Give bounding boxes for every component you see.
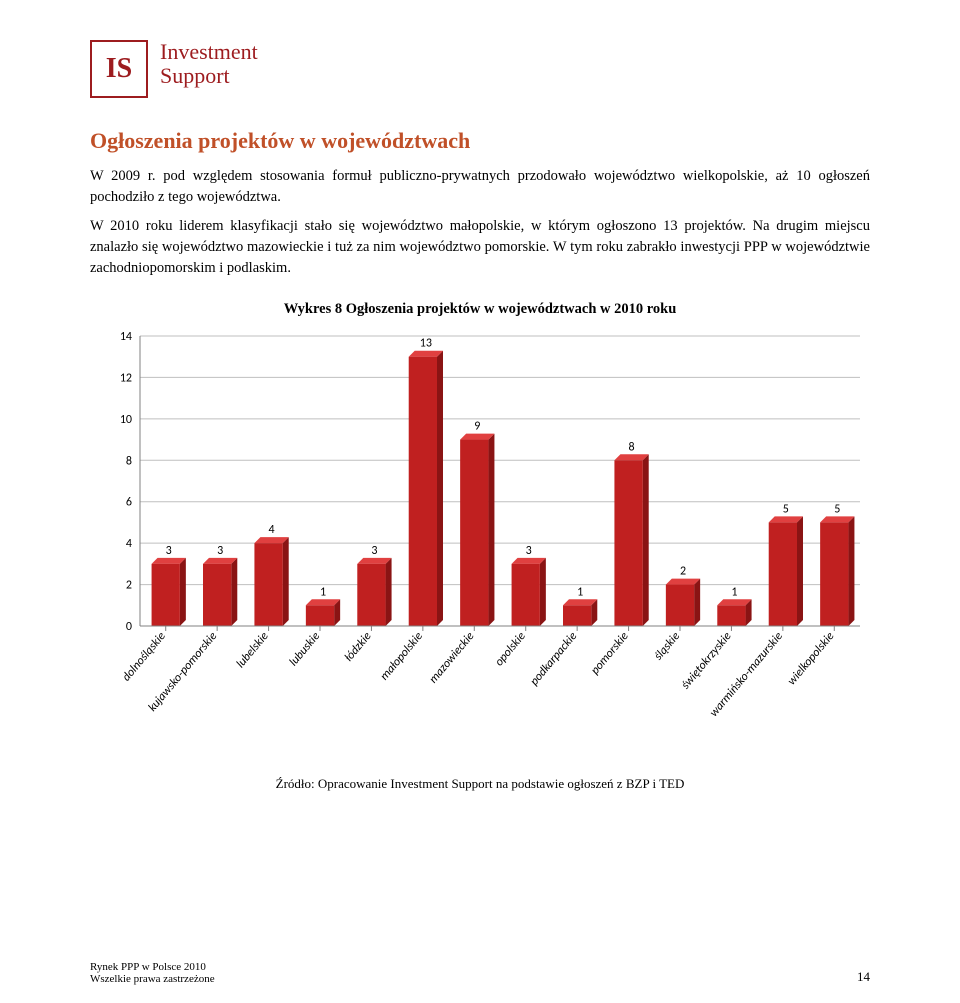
svg-text:6: 6 — [126, 496, 132, 510]
svg-text:14: 14 — [120, 330, 132, 344]
svg-text:8: 8 — [126, 454, 132, 468]
logo-square: IS — [90, 40, 148, 98]
svg-text:dolnośląskie: dolnośląskie — [120, 629, 169, 684]
logo-line1: Investment — [160, 40, 258, 64]
svg-text:opolskie: opolskie — [492, 629, 529, 669]
chart-caption: Wykres 8 Ogłoszenia projektów w wojewódz… — [90, 301, 870, 318]
svg-text:świętokrzyskie: świętokrzyskie — [679, 629, 735, 692]
svg-text:0: 0 — [126, 620, 132, 634]
svg-text:łódzkie: łódzkie — [342, 629, 375, 664]
svg-text:mazowieckie: mazowieckie — [427, 629, 478, 686]
svg-text:3: 3 — [166, 544, 172, 558]
svg-text:3: 3 — [526, 544, 532, 558]
paragraph-2: W 2010 roku liderem klasyfikacji stało s… — [90, 216, 870, 279]
svg-text:2: 2 — [680, 565, 686, 579]
svg-text:4: 4 — [269, 523, 275, 537]
svg-text:3: 3 — [217, 544, 223, 558]
svg-text:12: 12 — [120, 372, 132, 386]
svg-text:małopolskie: małopolskie — [378, 629, 426, 683]
svg-text:4: 4 — [126, 537, 132, 551]
logo-text: Investment Support — [160, 40, 258, 88]
section-title: Ogłoszenia projektów w województwach — [90, 128, 870, 154]
svg-text:13: 13 — [420, 337, 432, 351]
logo-line2: Support — [160, 64, 258, 88]
svg-text:10: 10 — [120, 413, 132, 427]
paragraph-1: W 2009 r. pod względem stosowania formuł… — [90, 166, 870, 208]
footer-line1: Rynek PPP w Polsce 2010 — [90, 961, 215, 973]
footer-left: Rynek PPP w Polsce 2010 Wszelkie prawa z… — [90, 961, 215, 985]
bar-chart: 02468101214334131393182155dolnośląskieku… — [90, 326, 870, 766]
svg-text:śląskie: śląskie — [652, 629, 684, 663]
svg-text:1: 1 — [320, 585, 326, 599]
logo: IS Investment Support — [90, 40, 870, 98]
svg-text:5: 5 — [834, 503, 840, 517]
svg-text:lubelskie: lubelskie — [234, 629, 272, 671]
svg-text:pomorskie: pomorskie — [588, 629, 631, 677]
svg-text:1: 1 — [577, 585, 583, 599]
svg-text:2: 2 — [126, 579, 132, 593]
svg-text:1: 1 — [731, 585, 737, 599]
svg-text:lubuskie: lubuskie — [287, 629, 324, 669]
page-footer: Rynek PPP w Polsce 2010 Wszelkie prawa z… — [90, 961, 870, 985]
chart-source: Źródło: Opracowanie Investment Support n… — [90, 776, 870, 792]
svg-text:wielkopolskie: wielkopolskie — [785, 629, 837, 688]
svg-text:3: 3 — [371, 544, 377, 558]
footer-page-number: 14 — [857, 969, 870, 985]
svg-text:9: 9 — [474, 420, 480, 434]
svg-text:5: 5 — [783, 503, 789, 517]
footer-line2: Wszelkie prawa zastrzeżone — [90, 973, 215, 985]
svg-text:podkarpackie: podkarpackie — [528, 629, 581, 688]
svg-text:8: 8 — [629, 440, 635, 454]
